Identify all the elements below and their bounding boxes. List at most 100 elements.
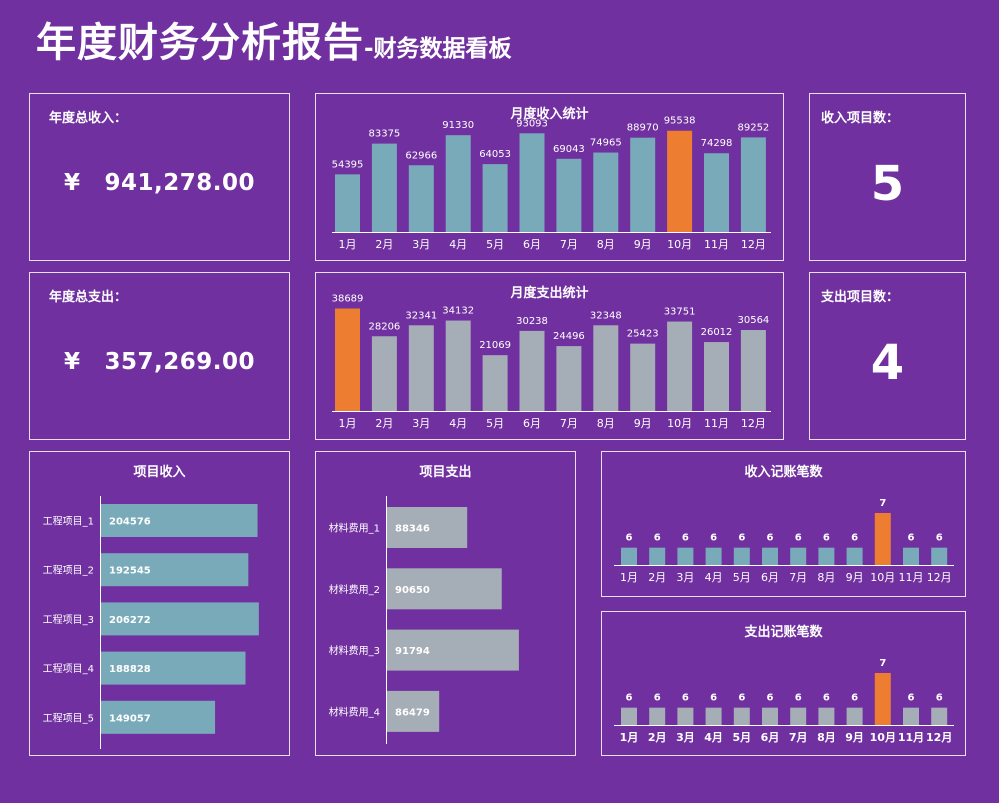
data-label: 6 (795, 533, 802, 544)
expense-count-panel: 支出记账笔数 6 1月 6 2月 6 3月 6 4月 6 5月 6 6月 6 7月 6 8月 6 9月 7 10月 6 1… (601, 611, 966, 756)
data-label: 6 (936, 693, 943, 704)
bar (101, 504, 258, 537)
data-label: 88346 (395, 524, 430, 535)
bar (371, 143, 397, 232)
expense-count-chart: 6 1月 6 2月 6 3月 6 4月 6 5月 6 6月 6 7月 6 8月 6 9月 7 10月 6 11月 6 12月 (614, 658, 954, 744)
bar (101, 651, 246, 685)
data-label: 6 (795, 693, 802, 704)
bar (762, 547, 778, 565)
bar (903, 547, 919, 565)
x-tick-label: 1月 (620, 731, 639, 744)
data-label: 95538 (664, 116, 696, 127)
bar (101, 553, 249, 587)
x-tick-label: 9月 (634, 417, 652, 430)
bar (874, 513, 891, 565)
total-income-label: 年度总收入： (49, 111, 128, 126)
data-label: 6 (710, 533, 717, 544)
x-tick-label: 7月 (789, 731, 808, 744)
project-income-chart: 204576 工程项目_1 192545 工程项目_2 206272 工程项目_3 1888… (43, 496, 259, 749)
x-tick-label: 4月 (449, 417, 467, 430)
x-tick-label: 9月 (845, 731, 864, 744)
total-income-panel: 年度总收入： ¥941,278.00 (29, 93, 290, 261)
x-tick-label: 12月 (927, 571, 952, 584)
data-label: 38689 (332, 293, 364, 304)
x-tick-label: 1月 (339, 238, 357, 251)
data-label: 86479 (395, 707, 430, 718)
data-label: 32348 (590, 310, 622, 321)
y-tick-label: 工程项目_4 (43, 663, 94, 675)
bar (733, 707, 750, 725)
y-tick-label: 材料费用_1 (329, 522, 380, 535)
data-label: 21069 (479, 340, 511, 351)
income-projects-label: 收入项目数： (821, 111, 900, 126)
income-projects-panel: 收入项目数： 5 (809, 93, 966, 261)
x-tick-label: 1月 (339, 417, 357, 430)
x-tick-label: 5月 (733, 571, 751, 584)
data-label: 88970 (627, 123, 659, 134)
bar (740, 137, 766, 232)
y-tick-label: 工程项目_2 (43, 565, 94, 577)
x-tick-label: 10月 (870, 571, 895, 584)
bar (649, 547, 666, 565)
bar (704, 342, 729, 411)
total-expense-label: 年度总支出： (49, 290, 128, 305)
data-label: 6 (738, 533, 745, 544)
data-label: 33751 (664, 307, 696, 318)
x-tick-label: 2月 (375, 417, 393, 430)
project-income-panel: 项目收入 204576 工程项目_1 192545 工程项目_2 206272 工程项目_… (29, 451, 290, 756)
x-tick-label: 6月 (761, 571, 779, 584)
y-tick-label: 材料费用_4 (329, 705, 380, 718)
income-count-panel: 收入记账笔数 6 1月 6 2月 6 3月 6 4月 6 5月 6 6月 6 7月 6 8月 6 9月 7 10月 6 1… (601, 451, 966, 597)
data-label: 91330 (442, 120, 474, 131)
data-label: 6 (823, 693, 830, 704)
chart-title: 月度支出统计 (510, 286, 589, 301)
data-label: 7 (879, 498, 886, 509)
bar (903, 707, 919, 725)
total-expense-value: ¥357,269.00 (30, 349, 289, 375)
expense-projects-panel: 支出项目数： 4 (809, 272, 966, 440)
bar (556, 346, 582, 411)
data-label: 7 (879, 658, 886, 669)
x-tick-label: 11月 (704, 238, 729, 251)
x-tick-label: 11月 (704, 417, 729, 430)
bar (519, 330, 545, 411)
bar (387, 507, 468, 548)
bar (371, 336, 397, 411)
project-expense-chart: 88346 材料费用_1 90650 材料费用_2 91794 材料费用_3 86479 材料… (329, 496, 519, 744)
data-label: 54395 (332, 159, 364, 170)
income-projects-count: 5 (870, 156, 905, 212)
data-label: 89252 (737, 122, 769, 133)
x-tick-label: 3月 (412, 417, 430, 430)
bar (762, 707, 778, 725)
bar (387, 629, 519, 671)
bar (621, 547, 637, 565)
bar (846, 707, 863, 725)
monthly-income-panel: 月度收入统计 54395 1月 83375 2月 62966 3月 91330 4月 64053… (315, 93, 784, 261)
dashboard-title: 年度财务分析报告-财务数据看板 (36, 10, 512, 68)
data-label: 34132 (442, 306, 474, 317)
x-tick-label: 6月 (523, 417, 541, 430)
bar (818, 707, 835, 725)
monthly-expense-chart: 38689 1月 28206 2月 32341 3月 34132 4月 21069 5月 30238… (332, 293, 771, 430)
bar (677, 707, 694, 725)
monthly-income-chart: 54395 1月 83375 2月 62966 3月 91330 4月 64053 5月 93093… (332, 116, 771, 251)
bar (387, 568, 502, 610)
data-label: 206272 (109, 615, 151, 626)
data-label: 30564 (737, 315, 769, 326)
project-expense-panel: 项目支出 88346 材料费用_1 90650 材料费用_2 91794 材料费用_3 86… (315, 451, 576, 756)
data-label: 26012 (701, 327, 733, 338)
bar (335, 308, 360, 411)
chart-title: 收入记账笔数 (744, 465, 823, 480)
x-tick-label: 5月 (486, 238, 504, 251)
y-tick-label: 材料费用_3 (329, 644, 380, 657)
data-label: 30238 (516, 316, 548, 327)
bar (445, 320, 471, 411)
bar (408, 325, 434, 411)
bar (733, 547, 750, 565)
bar (667, 130, 693, 232)
report-subtitle: -财务数据看板 (364, 36, 512, 62)
bar (931, 547, 948, 565)
x-tick-label: 12月 (741, 417, 766, 430)
x-tick-label: 10月 (667, 238, 692, 251)
data-label: 83375 (368, 129, 400, 140)
